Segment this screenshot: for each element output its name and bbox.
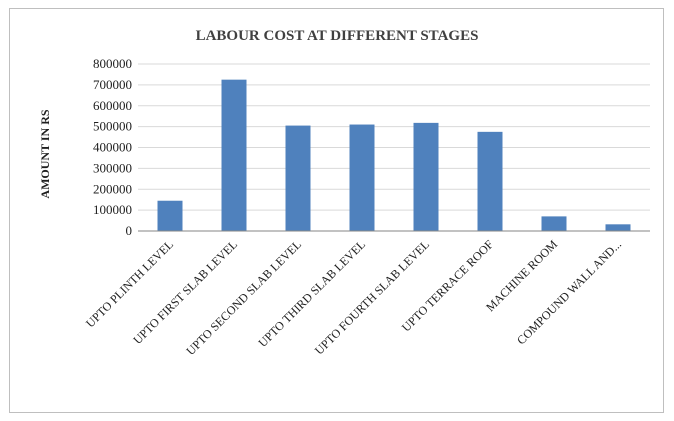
bar: [477, 131, 503, 231]
y-axis-ticks: 0 100000 200000 300000 400000 500000 600000 700…: [93, 56, 132, 238]
y-tick-label: 400000: [93, 140, 132, 155]
x-tick-label: UPTO FOURTH SLAB LEVEL: [312, 237, 432, 357]
bar: [541, 216, 567, 231]
y-tick-label: 100000: [93, 202, 132, 217]
bar: [349, 124, 375, 231]
y-tick-label: 500000: [93, 119, 132, 134]
y-tick-label: 0: [126, 223, 133, 238]
bar: [285, 125, 311, 231]
x-tick-label: UPTO FIRST SLAB LEVEL: [130, 237, 240, 347]
y-axis-label: AMOUNT IN RS: [38, 109, 52, 198]
bar: [605, 224, 631, 231]
x-tick-label: UPTO THIRD SLAB LEVEL: [256, 237, 369, 350]
bar: [157, 200, 183, 231]
x-tick-label: UPTO SECOND SLAB LEVEL: [183, 237, 304, 358]
gridlines: [138, 63, 650, 211]
y-tick-label: 600000: [93, 98, 132, 113]
bars: [157, 79, 631, 231]
y-tick-label: 700000: [93, 77, 132, 92]
bar: [221, 79, 247, 231]
bar: [413, 122, 439, 231]
chart-frame: LABOUR COST AT DIFFERENT STAGES AMOUNT I…: [9, 8, 664, 413]
chart-title: LABOUR COST AT DIFFERENT STAGES: [196, 28, 479, 44]
y-tick-label: 200000: [93, 181, 132, 196]
y-tick-label: 300000: [93, 160, 132, 175]
x-tick-label: COMPOUND WALL AND...: [514, 237, 624, 347]
bar-chart: LABOUR COST AT DIFFERENT STAGES AMOUNT I…: [38, 28, 650, 358]
y-tick-label: 800000: [93, 56, 132, 71]
